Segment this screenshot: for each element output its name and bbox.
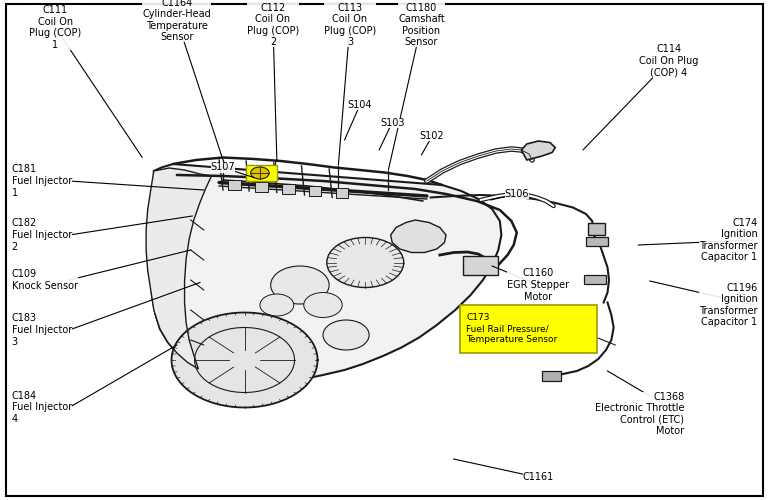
Text: C1161: C1161 — [523, 472, 554, 482]
Text: S102: S102 — [420, 131, 444, 141]
Polygon shape — [171, 312, 318, 408]
Bar — [460, 304, 597, 352]
Text: S103: S103 — [380, 118, 404, 128]
Text: C174
Ignition
Transformer
Capacitor 1: C174 Ignition Transformer Capacitor 1 — [699, 218, 757, 262]
Text: S104: S104 — [348, 100, 372, 110]
Bar — [246, 165, 277, 181]
Circle shape — [260, 294, 294, 316]
Bar — [588, 222, 605, 235]
Text: C1160
EGR Stepper
Motor: C1160 EGR Stepper Motor — [508, 268, 569, 302]
Bar — [586, 237, 608, 246]
Bar — [542, 371, 561, 381]
Circle shape — [271, 266, 329, 304]
Text: C1368
Electronic Throttle
Control (ETC)
Motor: C1368 Electronic Throttle Control (ETC) … — [595, 392, 684, 436]
Text: C183
Fuel Injector
3: C183 Fuel Injector 3 — [12, 314, 72, 346]
Text: C181
Fuel Injector
1: C181 Fuel Injector 1 — [12, 164, 72, 198]
Text: S107: S107 — [211, 162, 235, 172]
Bar — [282, 184, 295, 194]
Polygon shape — [391, 220, 446, 252]
Bar — [336, 188, 348, 198]
Text: C113
Coil On
Plug (COP)
3: C113 Coil On Plug (COP) 3 — [324, 2, 376, 48]
Bar — [584, 275, 606, 284]
Circle shape — [251, 167, 269, 179]
Circle shape — [304, 292, 342, 318]
Text: S106: S106 — [504, 189, 529, 199]
Polygon shape — [521, 141, 555, 160]
Text: C1180
Camshaft
Position
Sensor: C1180 Camshaft Position Sensor — [398, 2, 444, 48]
Circle shape — [323, 320, 369, 350]
Text: C109
Knock Sensor: C109 Knock Sensor — [12, 269, 78, 291]
Circle shape — [327, 238, 404, 288]
Bar — [463, 256, 498, 275]
Bar — [309, 186, 321, 196]
Polygon shape — [151, 164, 501, 382]
Text: C112
Coil On
Plug (COP)
2: C112 Coil On Plug (COP) 2 — [247, 2, 299, 48]
Polygon shape — [146, 168, 211, 369]
Bar — [255, 182, 268, 192]
Text: C184
Fuel Injector
4: C184 Fuel Injector 4 — [12, 391, 72, 424]
Text: C173
Fuel Rail Pressure/
Temperature Sensor: C173 Fuel Rail Pressure/ Temperature Sen… — [466, 313, 558, 344]
Text: C111
Coil On
Plug (COP)
1: C111 Coil On Plug (COP) 1 — [29, 5, 82, 50]
Text: C1196
Ignition
Transformer
Capacitor 1: C1196 Ignition Transformer Capacitor 1 — [699, 282, 757, 328]
Text: C182
Fuel Injector
2: C182 Fuel Injector 2 — [12, 218, 72, 252]
Text: C114
Coil On Plug
(COP) 4: C114 Coil On Plug (COP) 4 — [639, 44, 699, 78]
Bar — [228, 180, 241, 190]
Text: C1164
Cylinder-Head
Temperature
Sensor: C1164 Cylinder-Head Temperature Sensor — [142, 0, 211, 42]
